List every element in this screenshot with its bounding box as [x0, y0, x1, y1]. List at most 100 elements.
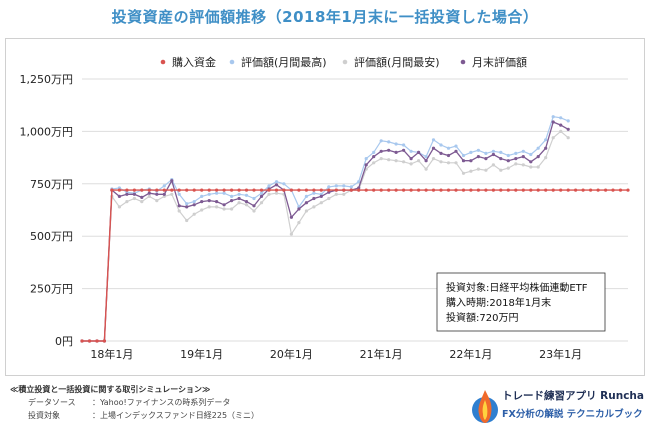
legend-label-2: 評価額(月間最安)	[354, 55, 440, 69]
series-1-point-30	[304, 194, 308, 198]
series-0-point-65	[566, 188, 570, 192]
series-0-point-23	[252, 188, 256, 192]
series-3-point-53	[476, 155, 480, 159]
series-1-point-59	[521, 149, 525, 153]
series-3-point-22	[244, 200, 249, 204]
series-0-point-66	[574, 188, 578, 192]
series-1-point-65	[566, 119, 570, 123]
series-1-point-17	[207, 192, 211, 196]
series-1-point-25	[267, 184, 271, 188]
series-3-point-61	[536, 155, 540, 159]
series-1-point-57	[506, 153, 510, 158]
series-2-point-45	[417, 159, 421, 163]
series-2-point-41	[387, 158, 391, 162]
series-0-point-29	[297, 188, 301, 192]
series-0-point-56	[499, 188, 503, 192]
info-box-line2: 購入時期:2018年1月末	[446, 296, 551, 309]
series-0-point-57	[506, 188, 510, 192]
series-0-point-72	[618, 188, 623, 192]
series-0-point-62	[544, 188, 548, 192]
series-2-point-17	[207, 205, 211, 209]
series-3-point-64	[559, 123, 563, 127]
series-1-point-31	[312, 191, 316, 195]
series-0-point-71	[611, 188, 615, 192]
series-1-point-63	[551, 115, 555, 119]
series-3-point-32	[319, 194, 323, 198]
series-0-point-15	[192, 188, 196, 192]
series-1-point-37	[357, 180, 361, 184]
series-2-point-12	[170, 192, 174, 196]
series-2-point-10	[155, 199, 159, 203]
series-3-point-52	[469, 159, 473, 163]
series-0-point-18	[215, 188, 219, 192]
series-1-point-39	[372, 150, 376, 154]
series-1-point-22	[244, 193, 249, 197]
series-3-point-13	[177, 204, 181, 208]
series-3	[80, 120, 570, 343]
series-2-point-46	[424, 167, 428, 171]
series-0-point-4	[110, 188, 114, 192]
series-1-point-34	[334, 184, 338, 188]
series-2-point-32	[319, 201, 323, 205]
series-2-point-21	[237, 201, 241, 205]
series-0-point-53	[476, 188, 480, 192]
series-1-point-27	[282, 182, 286, 186]
series-2-point-55	[491, 163, 495, 167]
series-2-point-39	[372, 161, 376, 165]
series-2-point-5	[117, 205, 121, 209]
series-3-point-26	[274, 183, 279, 187]
series-3-point-43	[402, 148, 406, 152]
series-1-point-64	[559, 116, 563, 120]
brand-line-2: FX分析の解説 テクニカルブック	[502, 409, 643, 420]
series-3-point-18	[215, 200, 219, 204]
series-1-point-33	[327, 185, 331, 189]
series-3-point-42	[394, 150, 398, 154]
series-0-point-28	[289, 188, 293, 192]
series-3-point-63	[551, 120, 555, 124]
series-3-point-11	[162, 192, 166, 196]
info-box-line3: 投資額:720万円	[446, 311, 518, 324]
series-0-point-38	[364, 188, 368, 192]
series-3-point-46	[424, 159, 428, 163]
series-3-point-56	[499, 157, 503, 161]
series-3-point-51	[461, 159, 466, 163]
series-2-point-60	[529, 165, 533, 169]
legend-label-1: 評価額(月間最高)	[241, 55, 327, 69]
series-3-point-39	[372, 155, 376, 159]
series-3-point-9	[147, 191, 151, 195]
series-0-point-48	[439, 188, 443, 192]
x-tick-label-2: 20年1月	[270, 347, 313, 361]
footer-target-value: ：上場インデックスファンド日経225（ミニ）	[92, 411, 260, 420]
series-2-point-51	[461, 171, 466, 175]
series-1-point-18	[215, 191, 219, 195]
series-3-point-54	[484, 157, 488, 161]
series-1-point-35	[342, 184, 346, 188]
series-1-point-50	[454, 144, 458, 148]
series-0-point-13	[177, 188, 181, 192]
series-2-point-53	[476, 167, 480, 171]
series-3-point-21	[237, 196, 241, 201]
series-2-point-30	[304, 209, 308, 213]
series-2-point-13	[177, 209, 181, 213]
series-1-point-60	[529, 152, 533, 157]
series-3-point-45	[417, 150, 421, 154]
info-box	[436, 272, 606, 332]
series-2-point-28	[289, 232, 293, 236]
series-3-point-7	[132, 192, 136, 196]
y-tick-label-1: 250万円	[30, 283, 73, 296]
series-2-point-57	[506, 166, 510, 170]
x-tick-label-1: 19年1月	[180, 347, 223, 361]
series-1-point-40	[379, 139, 383, 143]
x-tick-label-0: 18年1月	[90, 347, 133, 361]
series-0-point-14	[185, 188, 189, 192]
series-0-point-17	[207, 188, 211, 192]
series-3-point-49	[446, 153, 451, 158]
series-3-point-62	[544, 146, 548, 150]
series-1-point-36	[349, 185, 353, 189]
series-3-point-8	[140, 195, 144, 199]
footer-target-row: 投資対象 ：上場インデックスファンド日経225（ミニ）	[10, 409, 259, 422]
series-2-point-40	[379, 157, 383, 161]
series-2-point-52	[469, 169, 473, 173]
series-3-point-14	[185, 205, 189, 209]
series-0-point-36	[349, 188, 353, 192]
